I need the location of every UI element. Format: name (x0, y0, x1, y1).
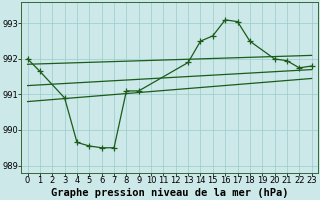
X-axis label: Graphe pression niveau de la mer (hPa): Graphe pression niveau de la mer (hPa) (51, 188, 288, 198)
